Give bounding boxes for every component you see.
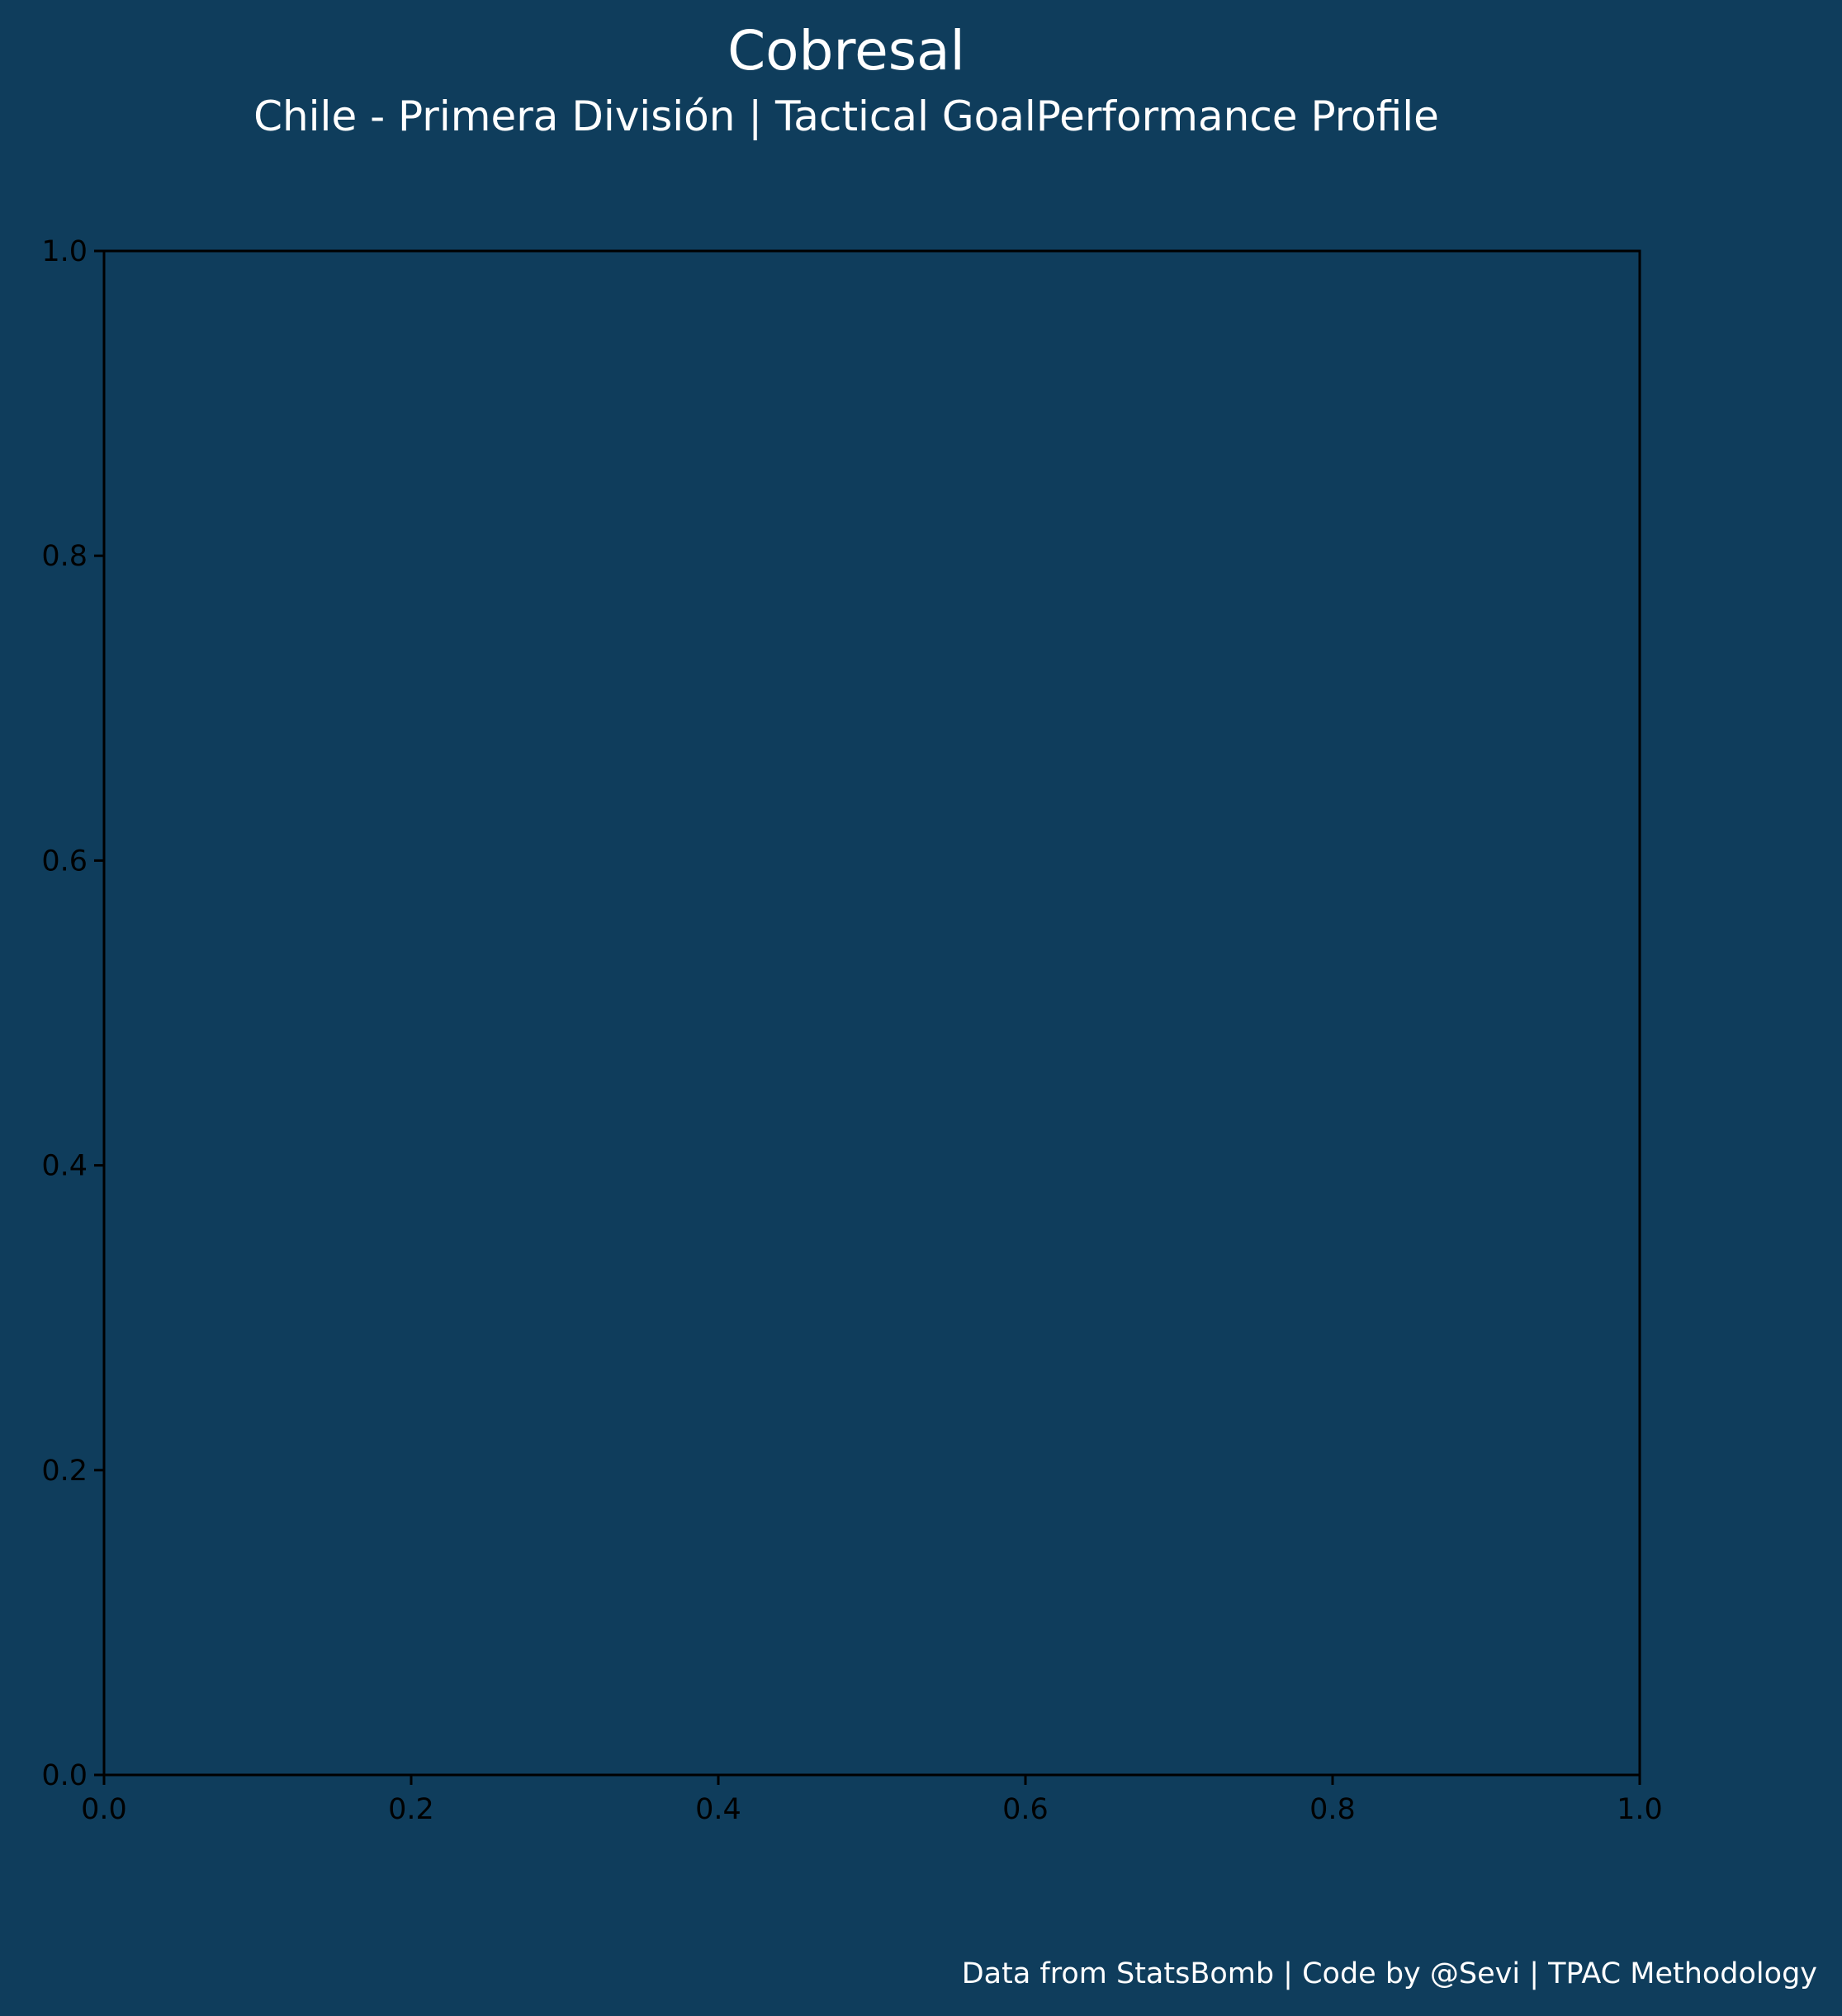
- chart-subtitle: Chile - Primera División | Tactical Goal…: [253, 92, 1439, 140]
- x-axis: 0.0 0.2 0.4 0.6 0.8 1.0: [81, 1775, 1663, 1826]
- y-tick-label: 0.6: [41, 845, 88, 878]
- y-tick-label: 0.8: [41, 540, 88, 573]
- x-tick-label: 0.2: [388, 1793, 434, 1826]
- x-tick-label: 0.4: [695, 1793, 741, 1826]
- chart-title: Cobresal: [727, 19, 965, 83]
- y-tick-label: 0.4: [41, 1150, 88, 1183]
- y-tick-label: 0.0: [41, 1759, 88, 1792]
- axes-frame: [102, 249, 1641, 1777]
- y-axis: 0.0 0.2 0.4 0.6 0.8 1.0: [41, 235, 104, 1792]
- data-credit: Data from StatsBomb | Code by @Sevi | TP…: [961, 1957, 1817, 1990]
- x-tick-label: 0.6: [1002, 1793, 1049, 1826]
- y-tick-label: 1.0: [41, 235, 88, 268]
- y-tick-label: 0.2: [41, 1455, 88, 1488]
- x-tick-label: 0.0: [81, 1793, 127, 1826]
- x-tick-label: 0.8: [1309, 1793, 1356, 1826]
- x-tick-label: 1.0: [1617, 1793, 1663, 1826]
